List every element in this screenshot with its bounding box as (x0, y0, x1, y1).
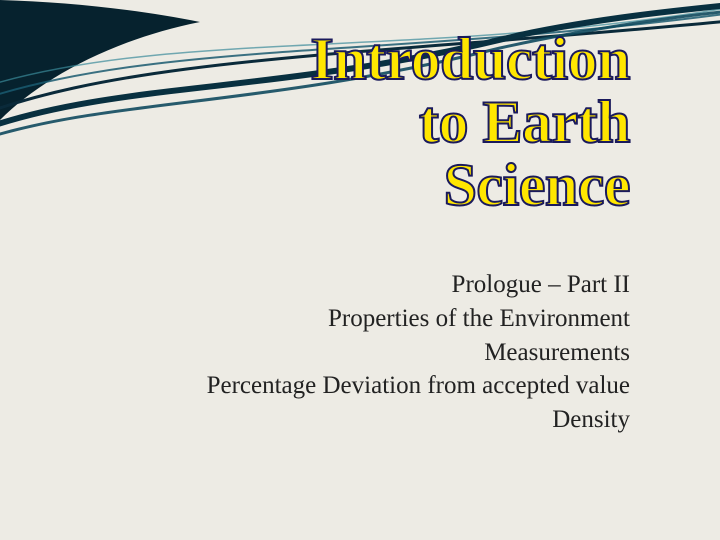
title-line-3: Science (444, 152, 630, 218)
slide-title: Introduction to Earth Science (110, 28, 630, 217)
body-line-5: Density (552, 406, 630, 433)
body-line-3: Measurements (484, 339, 630, 366)
title-line-2: to Earth (419, 89, 630, 155)
title-line-1: Introduction (310, 26, 630, 92)
body-line-2: Properties of the Environment (328, 305, 630, 332)
body-line-4: Percentage Deviation from accepted value (207, 372, 630, 399)
slide-body: Prologue – Part II Properties of the Env… (70, 268, 630, 437)
body-line-1: Prologue – Part II (452, 271, 630, 298)
